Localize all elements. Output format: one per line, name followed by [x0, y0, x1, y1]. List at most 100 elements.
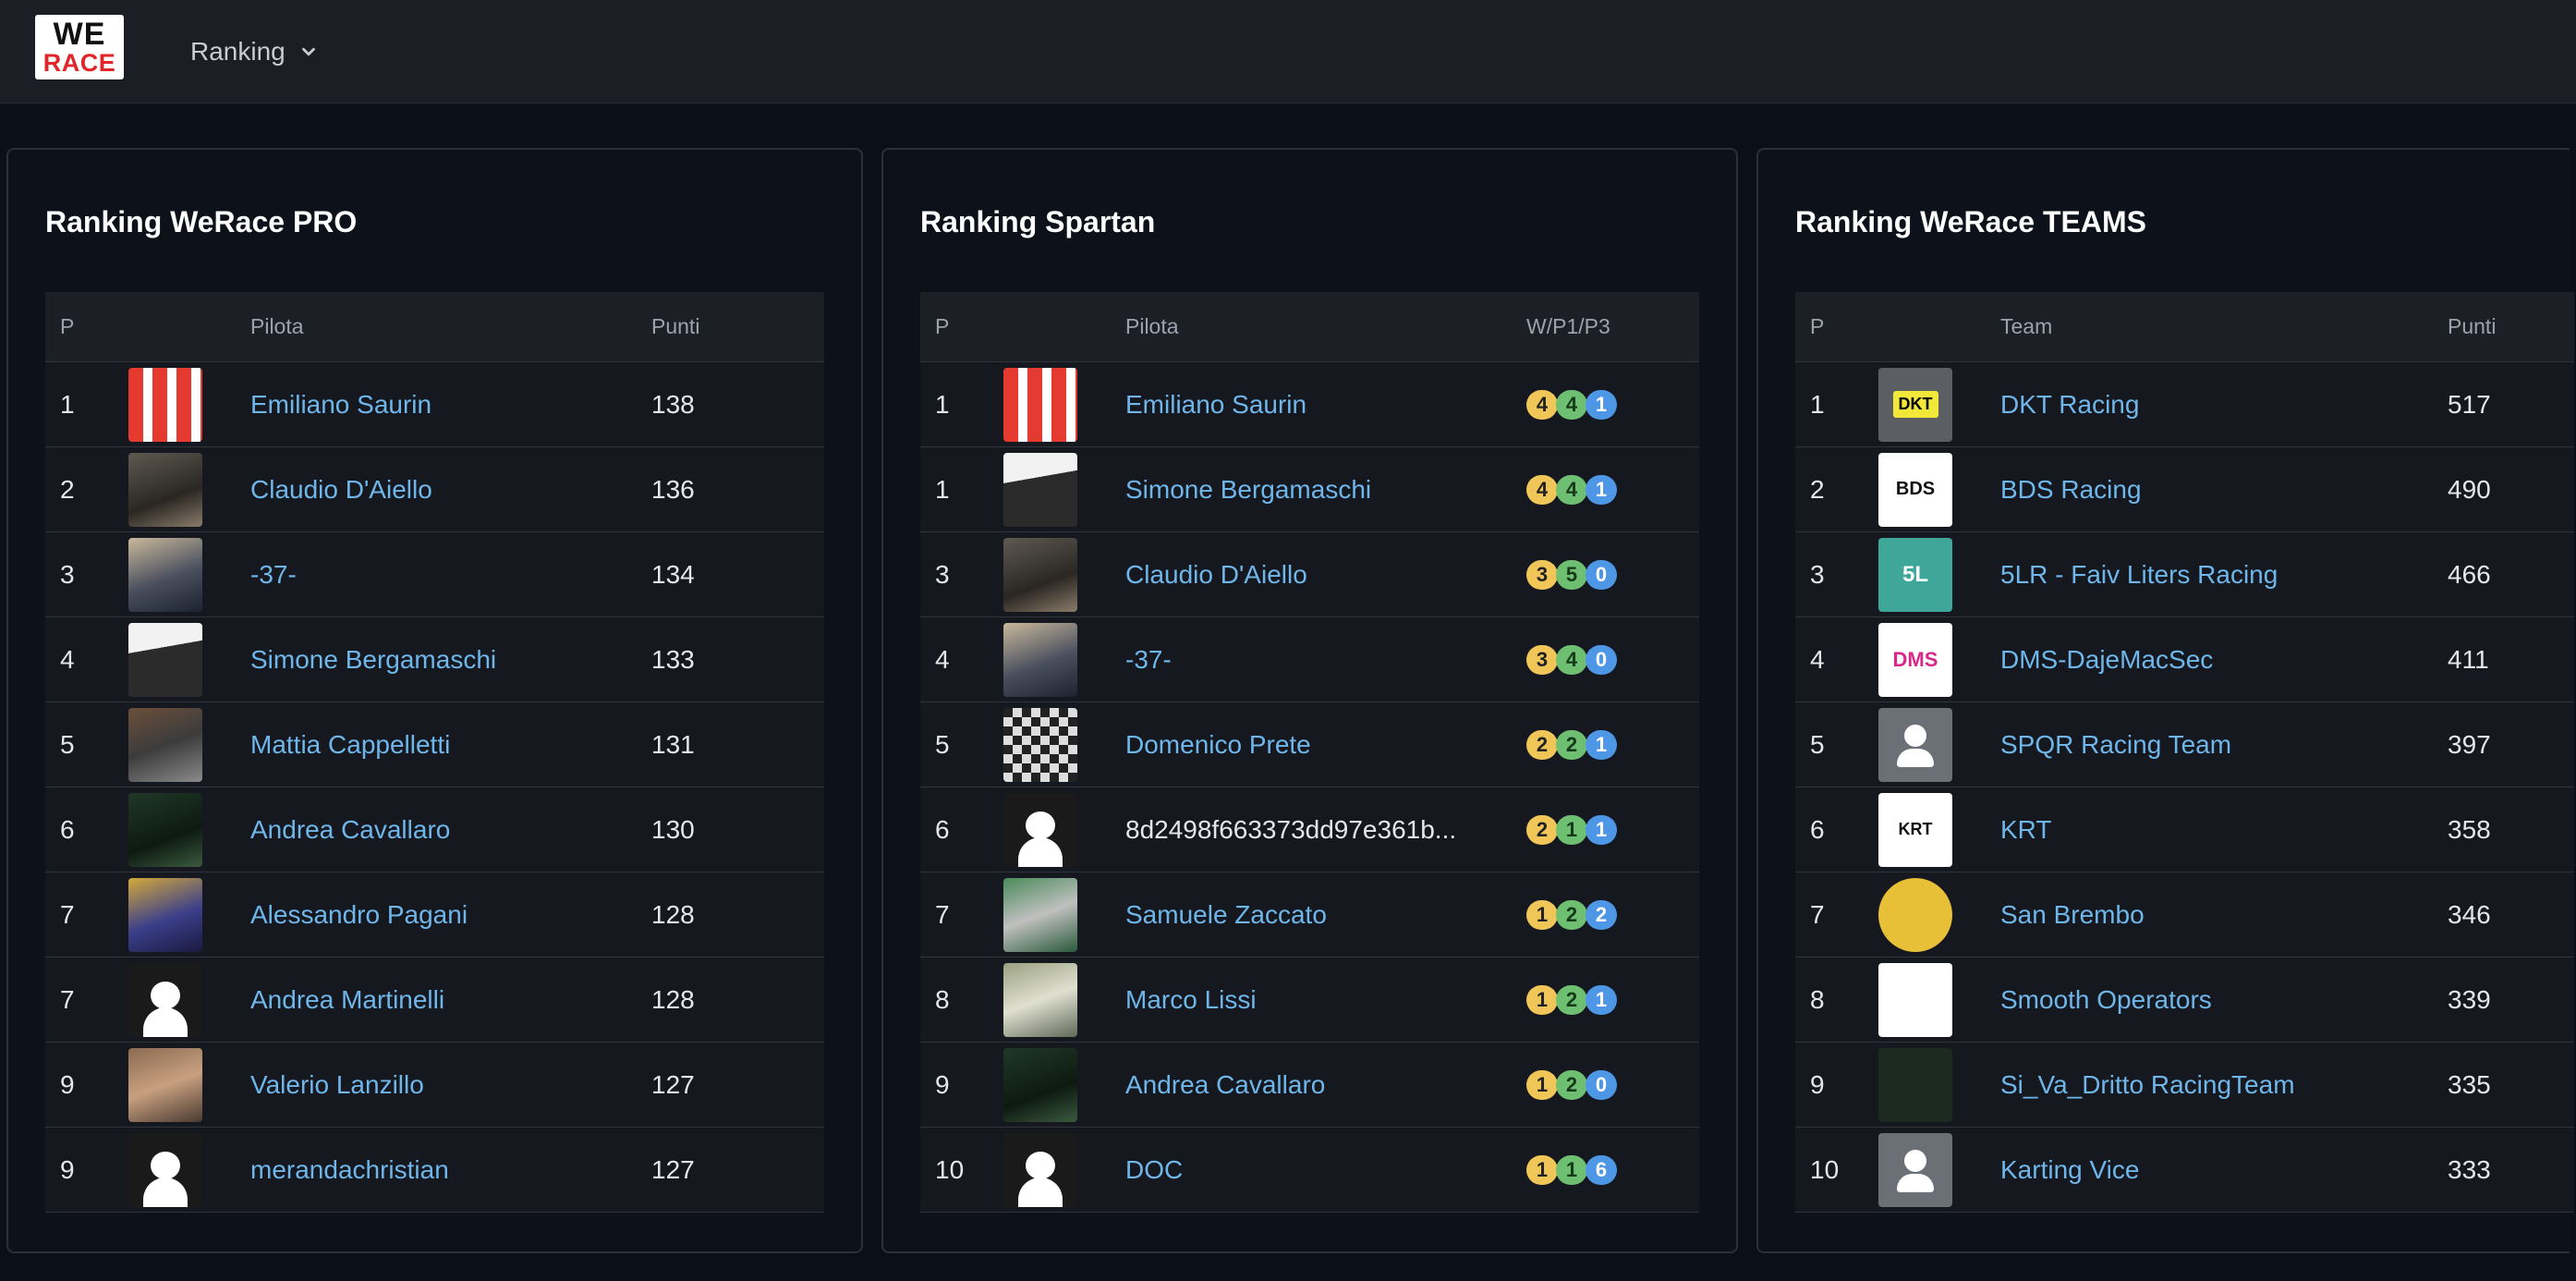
pilot-avatar[interactable] [1003, 707, 1077, 782]
team-logo[interactable] [1878, 962, 1952, 1037]
pilot-avatar[interactable] [1003, 622, 1077, 697]
team-logo[interactable]: BDS [1878, 452, 1952, 527]
pilot-avatar[interactable] [128, 707, 202, 782]
team-link[interactable]: KRT [2000, 814, 2052, 844]
pilot-avatar[interactable] [128, 792, 202, 867]
pilot-link[interactable]: Simone Bergamaschi [250, 644, 497, 674]
team-link[interactable]: Smooth Operators [2000, 984, 2212, 1014]
werace-logo[interactable]: WE RACE [35, 15, 124, 79]
team-logo[interactable] [1878, 877, 1952, 952]
table-row: 1 Simone Bergamaschi 4 4 1 [920, 447, 1699, 532]
team-link[interactable]: DMS-DajeMacSec [2000, 644, 2214, 674]
team-link[interactable]: Si_Va_Dritto RacingTeam [2000, 1069, 2295, 1099]
team-logo[interactable]: DMS [1878, 622, 1952, 697]
table-row: 3 Claudio D'Aiello 3 5 0 [920, 532, 1699, 617]
team-logo[interactable]: KRT [1878, 792, 1952, 867]
team-link[interactable]: SPQR Racing Team [2000, 729, 2232, 759]
pilot-link[interactable]: Domenico Prete [1125, 729, 1311, 759]
default-team-icon[interactable] [1878, 1132, 1952, 1207]
p3-badge: 1 [1586, 984, 1617, 1015]
pilot-link[interactable]: Emiliano Saurin [1125, 389, 1307, 419]
pilot-avatar[interactable] [1003, 1047, 1077, 1122]
pilot-link[interactable]: Andrea Martinelli [250, 984, 445, 1014]
row-points: 333 [2448, 1154, 2491, 1184]
pilot-link[interactable]: Valerio Lanzillo [250, 1069, 424, 1099]
stats-badges: 2 1 1 [1526, 814, 1699, 845]
table-row: 6 8d2498f663373dd97e361b... 2 1 1 [920, 787, 1699, 872]
table-row: 4 -37- 3 4 0 [920, 617, 1699, 702]
p3-badge: 2 [1586, 899, 1617, 930]
table-header: P Team Punti [1795, 292, 2574, 362]
table-row: 7 San Brembo 346 [1795, 872, 2574, 958]
row-position: 6 [935, 814, 950, 844]
default-avatar-icon[interactable] [1003, 792, 1077, 867]
pilot-link[interactable]: Samuele Zaccato [1125, 899, 1327, 929]
pilot-avatar[interactable] [128, 622, 202, 697]
row-points: 134 [651, 559, 695, 589]
p3-badge: 0 [1586, 644, 1617, 675]
team-link[interactable]: Karting Vice [2000, 1154, 2140, 1184]
header-pilot: Pilota [1125, 314, 1179, 338]
p1-badge: 5 [1556, 559, 1587, 590]
pilot-avatar[interactable] [1003, 962, 1077, 1037]
table-row: 7 Alessandro Pagani 128 [45, 872, 824, 958]
pilot-avatar[interactable] [128, 537, 202, 612]
table-row: 9 Valerio Lanzillo 127 [45, 1043, 824, 1128]
default-avatar-icon[interactable] [1003, 1132, 1077, 1207]
pilot-link[interactable]: Andrea Cavallaro [1125, 1069, 1326, 1099]
pilot-link[interactable]: merandachristian [250, 1154, 449, 1184]
chevron-down-icon [301, 47, 315, 56]
table-row: 5 SPQR Racing Team 397 [1795, 702, 2574, 787]
row-position: 8 [1810, 984, 1825, 1014]
stats-badges: 1 2 1 [1526, 984, 1699, 1015]
pilot-link[interactable]: -37- [1125, 644, 1172, 674]
pilot-link[interactable]: Marco Lissi [1125, 984, 1257, 1014]
team-link[interactable]: San Brembo [2000, 899, 2145, 929]
pilot-link[interactable]: Claudio D'Aiello [250, 474, 432, 504]
table-row: 2 Claudio D'Aiello 136 [45, 447, 824, 532]
default-team-icon[interactable] [1878, 707, 1952, 782]
row-position: 3 [60, 559, 75, 589]
pilot-avatar[interactable] [1003, 367, 1077, 442]
pilot-avatar[interactable] [128, 877, 202, 952]
default-avatar-icon[interactable] [128, 962, 202, 1037]
stats-badges: 4 4 1 [1526, 474, 1699, 505]
pilot-link[interactable]: Andrea Cavallaro [250, 814, 451, 844]
table-row: 5 Mattia Cappelletti 131 [45, 702, 824, 787]
row-position: 10 [1810, 1154, 1840, 1184]
pilot-avatar[interactable] [128, 367, 202, 442]
pilot-link[interactable]: DOC [1125, 1154, 1184, 1184]
default-avatar-icon[interactable] [128, 1132, 202, 1207]
pilot-avatar[interactable] [1003, 537, 1077, 612]
team-logo[interactable]: DKT [1878, 367, 1952, 442]
pilot-avatar[interactable] [128, 1047, 202, 1122]
team-link[interactable]: 5LR - Faiv Liters Racing [2000, 559, 2278, 589]
pilot-link[interactable]: Mattia Cappelletti [250, 729, 451, 759]
table-row: 8 Marco Lissi 1 2 1 [920, 958, 1699, 1043]
ranking-menu[interactable]: Ranking [190, 31, 319, 72]
row-points: 138 [651, 389, 695, 419]
pilot-link[interactable]: Claudio D'Aiello [1125, 559, 1307, 589]
ranking-table: P Pilota Punti 1 Emiliano Saurin 138 2 C… [45, 292, 824, 1213]
team-link[interactable]: BDS Racing [2000, 474, 2142, 504]
row-position: 9 [60, 1069, 75, 1099]
pilot-avatar[interactable] [1003, 877, 1077, 952]
row-position: 1 [935, 389, 950, 419]
pilot-avatar[interactable] [1003, 452, 1077, 527]
row-points: 411 [2448, 644, 2489, 674]
stats-badges: 1 2 0 [1526, 1069, 1699, 1100]
p3-badge: 1 [1586, 814, 1617, 845]
team-logo[interactable] [1878, 1047, 1952, 1122]
pilot-link[interactable]: Simone Bergamaschi [1125, 474, 1372, 504]
row-position: 4 [1810, 644, 1825, 674]
pilot-link[interactable]: Emiliano Saurin [250, 389, 432, 419]
pilot-link[interactable]: -37- [250, 559, 297, 589]
header-position: P [935, 314, 950, 338]
panel-title: Ranking WeRace TEAMS [1795, 205, 2146, 238]
row-position: 8 [935, 984, 950, 1014]
pilot-link[interactable]: Alessandro Pagani [250, 899, 468, 929]
pilot-avatar[interactable] [128, 452, 202, 527]
p1-badge: 2 [1556, 899, 1587, 930]
team-link[interactable]: DKT Racing [2000, 389, 2140, 419]
team-logo[interactable]: 5L [1878, 537, 1952, 612]
